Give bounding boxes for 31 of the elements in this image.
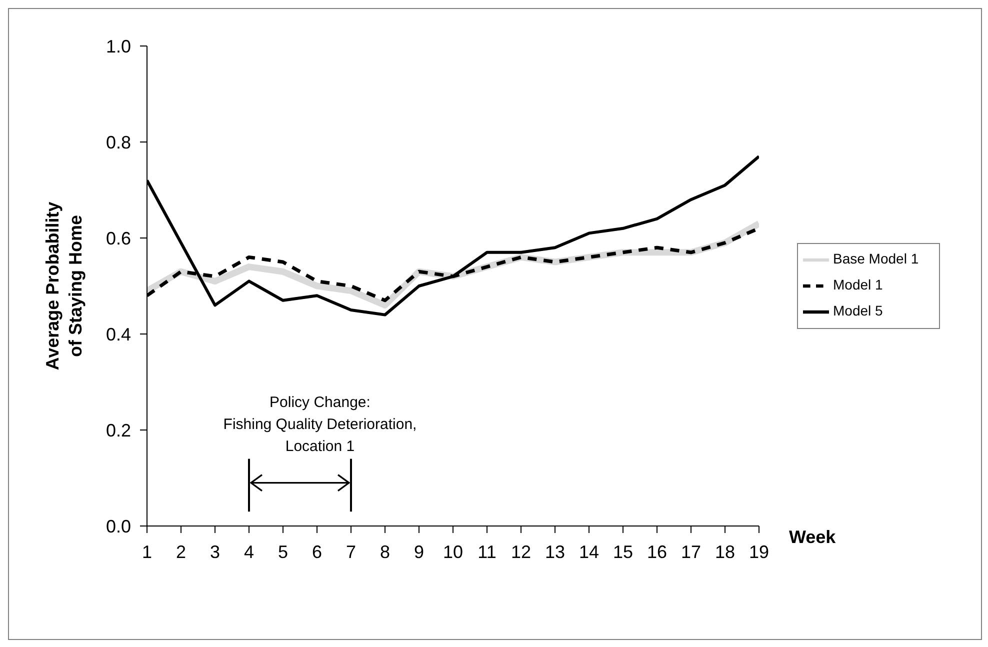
- x-tick-label: 17: [680, 542, 702, 562]
- x-tick-label: 5: [278, 542, 288, 562]
- x-tick-label: 1: [142, 542, 152, 562]
- x-tick-label: 6: [312, 542, 322, 562]
- x-tick-label: 16: [646, 542, 668, 562]
- x-tick-label: 18: [714, 542, 736, 562]
- y-tick-label: 0.0: [106, 516, 131, 536]
- x-tick-label: 19: [748, 542, 770, 562]
- y-tick-label: 1.0: [106, 36, 131, 56]
- y-tick-label: 0.8: [106, 132, 131, 152]
- y-tick-label: 0.4: [106, 324, 131, 344]
- legend-label: Model 1: [833, 276, 883, 293]
- x-tick-label: 10: [442, 542, 464, 562]
- x-tick-label: 9: [414, 542, 424, 562]
- legend-label: Base Model 1: [833, 250, 919, 267]
- x-tick-label: 14: [578, 542, 600, 562]
- x-tick-label: 3: [210, 542, 220, 562]
- y-axis-title: Average Probability of Staying Home: [42, 202, 86, 370]
- y-tick-label: 0.2: [106, 420, 131, 440]
- x-tick-label: 4: [244, 542, 254, 562]
- x-tick-label: 8: [380, 542, 390, 562]
- y-tick-label: 0.6: [106, 228, 131, 248]
- annotation: Policy Change: Fishing Quality Deterioration, Location 1: [223, 394, 417, 455]
- x-tick-label: 7: [346, 542, 356, 562]
- x-tick-label: 13: [544, 542, 566, 562]
- x-tick-label: 15: [612, 542, 634, 562]
- x-tick-label: 12: [510, 542, 532, 562]
- x-axis-title: Week: [789, 527, 837, 547]
- x-tick-label: 2: [176, 542, 186, 562]
- x-tick-label: 11: [478, 542, 496, 562]
- legend-label: Model 5: [833, 302, 883, 319]
